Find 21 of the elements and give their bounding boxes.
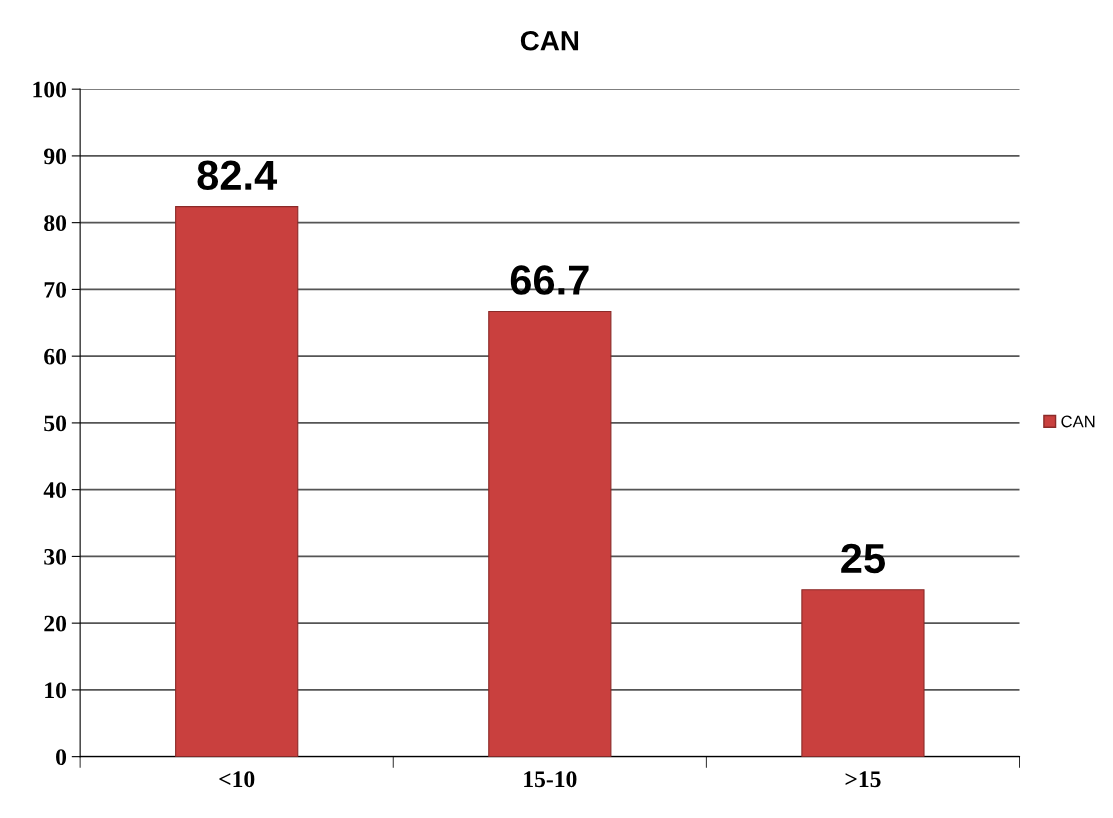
y-tick-label: 10: [45, 682, 67, 699]
x-tick-label: <10: [219, 771, 255, 788]
y-tick-label: 80: [44, 215, 67, 232]
y-tick-label: 30: [44, 548, 67, 565]
y-tick-label: 90: [43, 148, 67, 165]
y-tick-label: 0: [56, 749, 67, 766]
bar: [175, 206, 299, 757]
x-tick-label: 15-10: [524, 771, 577, 788]
y-tick-label: 20: [44, 615, 67, 632]
y-tick-label: 70: [44, 281, 67, 298]
data-label: 66.7: [510, 265, 589, 295]
bar: [488, 310, 612, 757]
y-tick-label: 100: [33, 81, 67, 98]
x-tick-label: >15: [845, 771, 881, 788]
y-tick-label: 60: [44, 348, 67, 365]
bar: [801, 589, 925, 757]
legend-label: CAN: [1061, 415, 1095, 428]
chart-title: CAN: [520, 30, 579, 51]
y-tick-label: 40: [43, 482, 67, 499]
data-label: 82.4: [197, 160, 278, 191]
y-tick-label: 50: [44, 415, 67, 432]
